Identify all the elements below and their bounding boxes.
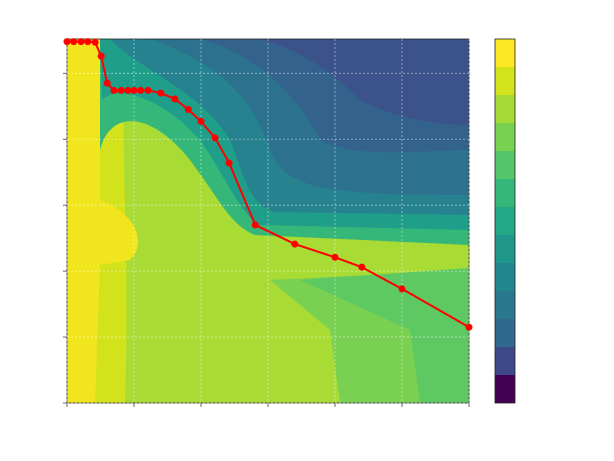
point (331, 253, 339, 261)
point (251, 221, 259, 229)
point (70, 38, 78, 46)
point (157, 89, 165, 97)
point (137, 86, 145, 94)
point (117, 86, 125, 94)
point (184, 106, 192, 114)
point (91, 38, 99, 46)
point (110, 86, 118, 94)
point (124, 86, 132, 94)
point (63, 38, 71, 46)
point (291, 240, 299, 248)
point (144, 86, 152, 94)
point (358, 263, 366, 271)
point (225, 159, 233, 167)
point (465, 323, 473, 331)
point (97, 52, 105, 60)
point (103, 79, 111, 87)
point (130, 86, 138, 94)
point (398, 285, 406, 293)
point (84, 38, 92, 46)
point (197, 117, 205, 125)
point (211, 134, 219, 142)
colorbar (494, 38, 516, 404)
point (171, 95, 179, 103)
point (77, 38, 85, 46)
